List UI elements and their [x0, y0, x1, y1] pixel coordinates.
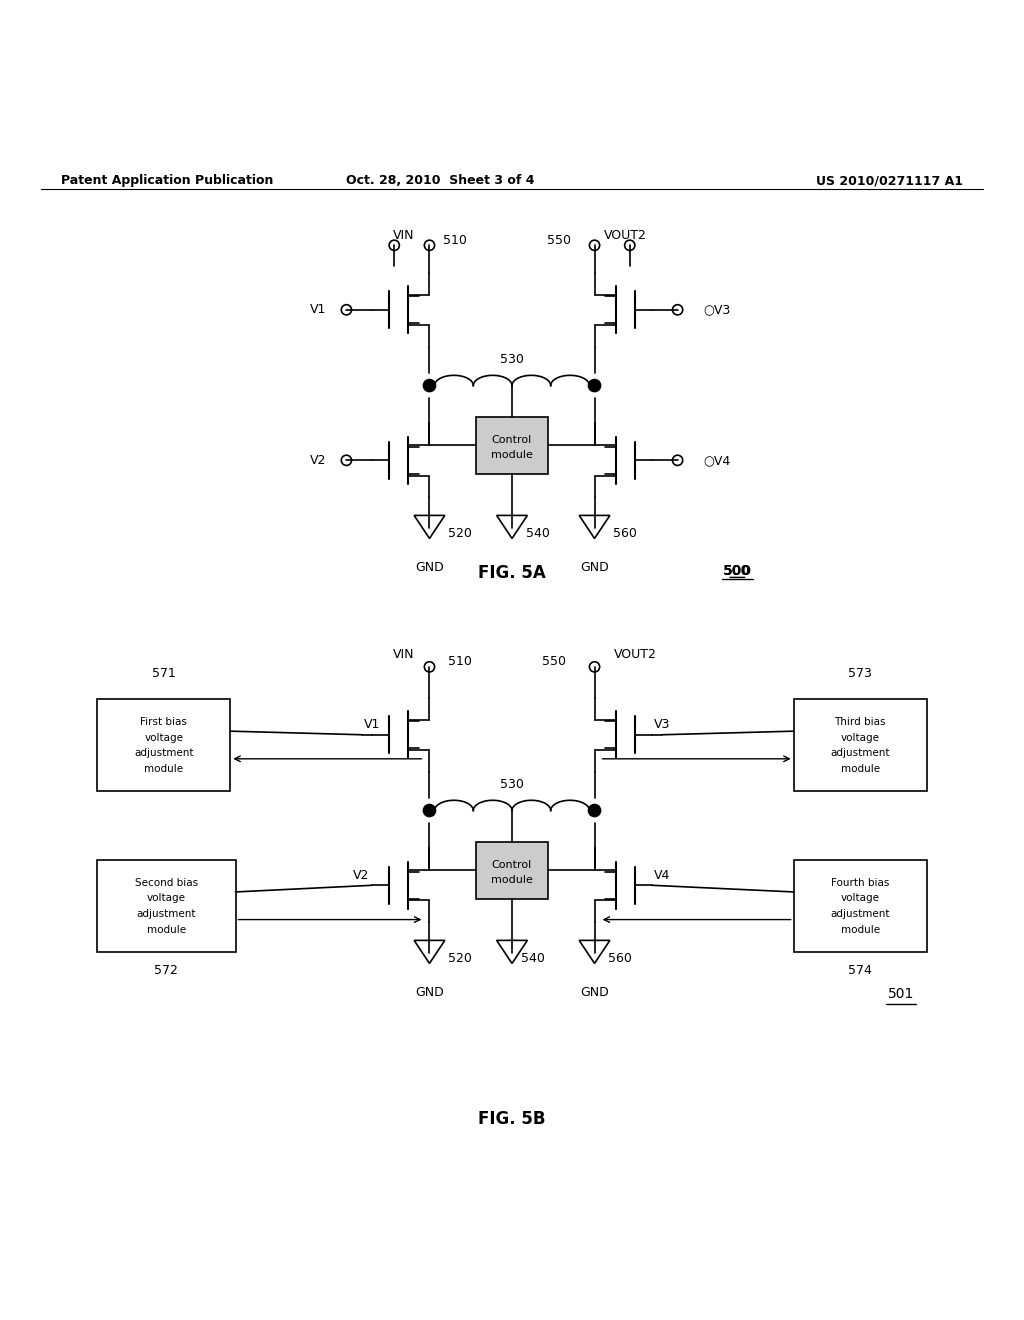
Text: GND: GND [415, 986, 443, 999]
Text: 510: 510 [443, 234, 467, 247]
Polygon shape [414, 515, 444, 539]
Text: FIG. 5A: FIG. 5A [478, 564, 546, 582]
Polygon shape [580, 515, 610, 539]
Text: FIG. 5B: FIG. 5B [478, 1110, 546, 1127]
Text: module: module [841, 764, 880, 774]
Text: Third bias: Third bias [835, 717, 886, 727]
Polygon shape [580, 940, 610, 964]
Bar [794, 698, 927, 791]
Text: VOUT2: VOUT2 [614, 648, 657, 661]
Bar [476, 842, 548, 899]
Text: adjustment: adjustment [136, 909, 197, 919]
Polygon shape [497, 940, 527, 964]
Text: Patent Application Publication: Patent Application Publication [61, 174, 273, 187]
Text: module: module [841, 925, 880, 935]
Text: voltage: voltage [841, 733, 880, 743]
Text: 540: 540 [520, 952, 545, 965]
Text: V1: V1 [309, 304, 326, 317]
Text: adjustment: adjustment [830, 909, 890, 919]
Text: 550: 550 [547, 234, 570, 247]
Text: 573: 573 [848, 667, 872, 680]
Text: VIN: VIN [393, 648, 415, 661]
Text: 500: 500 [723, 564, 752, 578]
Polygon shape [414, 940, 444, 964]
Text: First bias: First bias [140, 717, 187, 727]
Bar [97, 698, 230, 791]
Text: 501: 501 [888, 987, 914, 1001]
Text: 530: 530 [500, 354, 524, 367]
Text: voltage: voltage [144, 733, 183, 743]
Text: GND: GND [581, 986, 609, 999]
Circle shape [589, 804, 601, 817]
Text: GND: GND [415, 561, 443, 574]
Text: VOUT2: VOUT2 [604, 228, 647, 242]
Text: module: module [492, 450, 532, 459]
Text: Control: Control [492, 436, 532, 445]
Circle shape [423, 379, 435, 392]
Text: V1: V1 [364, 718, 380, 731]
Text: 560: 560 [613, 527, 637, 540]
Polygon shape [497, 515, 527, 539]
Text: GND: GND [581, 561, 609, 574]
Bar [97, 859, 236, 952]
Text: US 2010/0271117 A1: US 2010/0271117 A1 [815, 174, 963, 187]
Circle shape [589, 379, 601, 392]
Text: 510: 510 [449, 655, 472, 668]
Text: Oct. 28, 2010  Sheet 3 of 4: Oct. 28, 2010 Sheet 3 of 4 [346, 174, 535, 187]
Text: 572: 572 [155, 964, 178, 977]
Text: Fourth bias: Fourth bias [830, 878, 890, 888]
Text: 550: 550 [542, 655, 565, 668]
Text: adjustment: adjustment [830, 748, 890, 758]
Text: V2: V2 [309, 454, 326, 467]
Text: 500: 500 [724, 564, 751, 578]
Text: 520: 520 [449, 527, 472, 540]
Text: module: module [492, 875, 532, 884]
Text: ○V4: ○V4 [703, 454, 730, 467]
Circle shape [423, 804, 435, 817]
Text: 574: 574 [848, 964, 872, 977]
Text: module: module [144, 764, 183, 774]
Text: adjustment: adjustment [134, 748, 194, 758]
Text: 540: 540 [525, 527, 550, 540]
Bar [476, 417, 548, 474]
Text: VIN: VIN [393, 228, 415, 242]
Text: 520: 520 [449, 952, 472, 965]
Text: V4: V4 [654, 869, 671, 882]
Text: 530: 530 [500, 779, 524, 792]
Text: 560: 560 [608, 952, 632, 965]
Text: V3: V3 [654, 718, 671, 731]
Text: Control: Control [492, 861, 532, 870]
Text: Second bias: Second bias [135, 878, 198, 888]
Text: 571: 571 [152, 667, 176, 680]
Text: ○V3: ○V3 [703, 304, 730, 317]
Bar [794, 859, 927, 952]
Text: voltage: voltage [146, 894, 186, 903]
Text: voltage: voltage [841, 894, 880, 903]
Text: V2: V2 [353, 869, 370, 882]
Text: module: module [146, 925, 186, 935]
